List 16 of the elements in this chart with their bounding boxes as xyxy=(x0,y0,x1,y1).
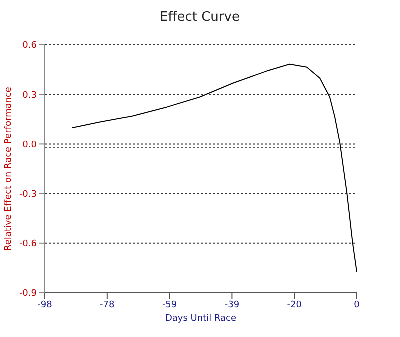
x-axis-title: Days Until Race xyxy=(165,314,237,324)
y-tick-label: 0.0 xyxy=(22,140,38,150)
x-tick-label: -39 xyxy=(224,300,240,310)
x-tick-label: -98 xyxy=(38,300,53,310)
line-series xyxy=(72,64,357,273)
y-tick-label: -0.6 xyxy=(19,240,38,250)
y-tick-label: 0.6 xyxy=(22,41,38,52)
x-tick-label: -78 xyxy=(100,300,116,310)
chart-title: Effect Curve xyxy=(159,10,241,25)
x-tick-label: 0 xyxy=(354,300,360,310)
y-axis-title: Relative Effect on Race Performance xyxy=(4,87,14,251)
x-tick-label: -59 xyxy=(162,300,178,310)
y-tick-label: -0.3 xyxy=(19,190,37,200)
y-tick-label: 0.3 xyxy=(22,90,37,101)
y-tick-label: -0.9 xyxy=(19,289,38,300)
x-tick-label: -20 xyxy=(287,300,302,310)
